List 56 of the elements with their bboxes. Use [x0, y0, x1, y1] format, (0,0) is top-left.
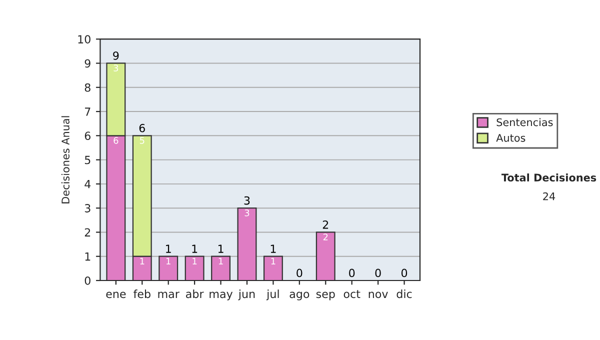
y-tick-label: 1: [85, 252, 90, 261]
x-tick-label: jul: [266, 290, 279, 300]
data-label: 3: [114, 64, 118, 72]
x-tick-label: jun: [238, 290, 255, 300]
y-axis-title: Decisiones Anual: [61, 116, 70, 204]
total-label: 0: [349, 268, 355, 278]
total-label: 0: [296, 268, 302, 278]
data-label: 6: [114, 137, 118, 144]
total-label: 6: [139, 124, 145, 132]
x-tick-label: nov: [368, 292, 388, 298]
bar: [316, 232, 336, 280]
text: Total Decisiones: [501, 173, 596, 182]
bar: [158, 256, 178, 280]
legend-label: Autos: [496, 134, 526, 142]
data-label: 5: [140, 137, 144, 144]
total-label: 1: [192, 244, 198, 253]
data-label: 1: [192, 258, 197, 264]
data-label: 1: [271, 258, 276, 264]
data-label: 2: [323, 234, 328, 240]
x-tick-label: sep: [316, 292, 335, 300]
x-tick-label: mar: [158, 292, 180, 298]
total-label: 2: [322, 220, 328, 229]
data-label: 1: [218, 258, 223, 264]
x-tick-label: ago: [290, 292, 310, 300]
y-tick-label: 0: [84, 276, 90, 285]
x-tick-label: feb: [133, 290, 150, 298]
x-tick-label: abr: [186, 290, 204, 298]
y-tick-label: 7: [85, 108, 90, 116]
y-tick-label: 8: [84, 83, 90, 92]
total-label: 3: [244, 196, 250, 205]
y-tick-label: 3: [84, 204, 90, 212]
x-tick-label: dic: [396, 290, 412, 298]
total-label: 0: [375, 268, 381, 278]
bar: [211, 256, 231, 280]
y-tick-label: 10: [78, 35, 90, 44]
bar: [184, 256, 204, 280]
y-tick-label: 5: [84, 156, 90, 164]
y-tick-label: 9: [84, 59, 90, 68]
y-tick-label: 2: [84, 228, 90, 236]
bar: [263, 256, 283, 280]
legend-label: Sentencias: [496, 118, 553, 126]
data-label: 1: [166, 258, 170, 264]
data-label: 1: [140, 258, 144, 264]
bar: [237, 208, 257, 280]
total-label: 1: [218, 244, 224, 253]
x-tick-label: oct: [344, 290, 360, 298]
x-tick-label: may: [210, 292, 233, 300]
total-label: 1: [270, 244, 276, 253]
y-tick-label: 6: [84, 132, 90, 140]
text: 24: [543, 192, 556, 200]
y-tick-label: 4: [84, 180, 91, 188]
x-tick-label: ene: [106, 292, 126, 298]
total-label: 1: [166, 244, 171, 253]
total-label: 0: [401, 268, 408, 278]
data-label: 3: [244, 209, 250, 216]
total-label: 9: [113, 51, 119, 60]
